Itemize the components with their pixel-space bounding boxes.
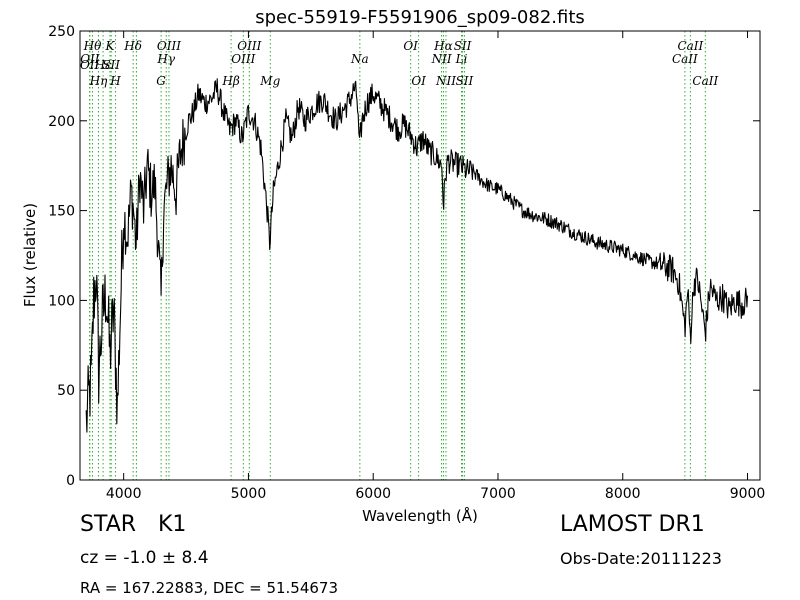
object-class: STAR — [80, 512, 137, 537]
x-axis: 4000 5000 6000 7000 8000 9000 — [106, 31, 765, 502]
coordinates-text: RA = 167.22883, DEC = 51.54673 — [80, 579, 339, 597]
object-subclass: K1 — [158, 512, 187, 537]
line-label: Mg — [259, 74, 280, 88]
x-tick-label: 7000 — [480, 486, 516, 502]
line-label: OIII — [157, 39, 181, 53]
y-tick-label: 50 — [57, 383, 75, 399]
line-label: NII — [435, 74, 456, 88]
line-label: SII — [456, 74, 474, 88]
y-axis: 0 50 100 150 200 250 — [48, 24, 760, 489]
chart-title: spec-55919-F5591906_sp09-082.fits — [255, 7, 585, 28]
x-axis-label: Wavelength (Å) — [362, 506, 478, 525]
redshift-text: cz = -1.0 ± 8.4 — [80, 548, 209, 568]
spectral-line-labels: OIIOIIHθHηHεKSIIHHδGHγOIIIHβOIIIOIIIMgNa… — [80, 39, 719, 88]
line-label: SII — [454, 39, 472, 53]
line-label: Hδ — [123, 39, 142, 53]
line-label: CaII — [677, 39, 703, 53]
x-tick-label: 9000 — [730, 486, 766, 502]
line-label: NII — [431, 52, 452, 66]
line-label: Na — [350, 52, 369, 66]
line-label: CaII — [692, 74, 718, 88]
line-label: Hγ — [156, 52, 175, 66]
line-label: Hη — [89, 74, 108, 88]
spectral-line-markers — [89, 31, 706, 480]
spectrum-line — [85, 78, 749, 433]
line-label: G — [156, 74, 166, 88]
line-label: Hα — [433, 39, 453, 53]
y-tick-label: 250 — [48, 24, 75, 40]
line-label: OIII — [231, 52, 255, 66]
observation-date: Obs-Date:20111223 — [560, 549, 722, 568]
y-tick-label: 100 — [48, 293, 75, 309]
line-label: OIII — [237, 39, 261, 53]
x-tick-label: 4000 — [106, 486, 142, 502]
line-label: K — [104, 39, 115, 53]
y-tick-label: 0 — [66, 473, 75, 489]
line-label: OII — [80, 52, 100, 66]
plot-frame — [79, 30, 761, 481]
y-tick-label: 150 — [48, 204, 75, 220]
line-label: CaII — [672, 52, 698, 66]
survey-name: LAMOST DR1 — [560, 512, 705, 537]
line-label: SII — [102, 58, 120, 72]
y-tick-label: 200 — [48, 114, 75, 130]
line-label: H — [109, 74, 121, 88]
x-tick-label: 8000 — [605, 486, 641, 502]
line-label: OI — [403, 39, 418, 53]
line-label: Li — [455, 52, 468, 66]
x-tick-label: 6000 — [355, 486, 391, 502]
line-label: Hβ — [221, 74, 239, 88]
line-label: Hε — [94, 58, 112, 72]
line-label: OI — [411, 74, 426, 88]
x-tick-label: 5000 — [231, 486, 267, 502]
line-label: Hθ — [83, 39, 102, 53]
y-axis-label: Flux (relative) — [21, 203, 39, 307]
line-label: OII — [80, 58, 100, 72]
